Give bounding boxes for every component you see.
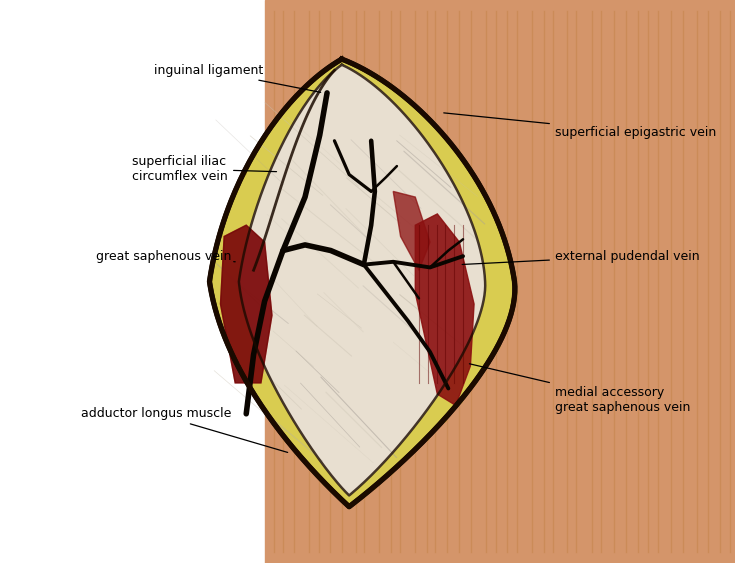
Polygon shape: [415, 214, 474, 405]
Text: medial accessory
great saphenous vein: medial accessory great saphenous vein: [470, 364, 690, 414]
Text: superficial epigastric vein: superficial epigastric vein: [444, 113, 716, 139]
Polygon shape: [220, 225, 272, 383]
Polygon shape: [393, 191, 430, 270]
Text: superficial iliac
circumflex vein: superficial iliac circumflex vein: [132, 155, 276, 183]
Polygon shape: [220, 225, 272, 383]
Text: adductor longus muscle: adductor longus muscle: [81, 407, 287, 453]
Text: external pudendal vein: external pudendal vein: [462, 249, 700, 265]
Text: inguinal ligament: inguinal ligament: [154, 64, 320, 92]
Text: great saphenous vein: great saphenous vein: [96, 249, 235, 263]
Polygon shape: [239, 65, 485, 495]
Polygon shape: [209, 59, 515, 507]
Polygon shape: [265, 0, 735, 563]
